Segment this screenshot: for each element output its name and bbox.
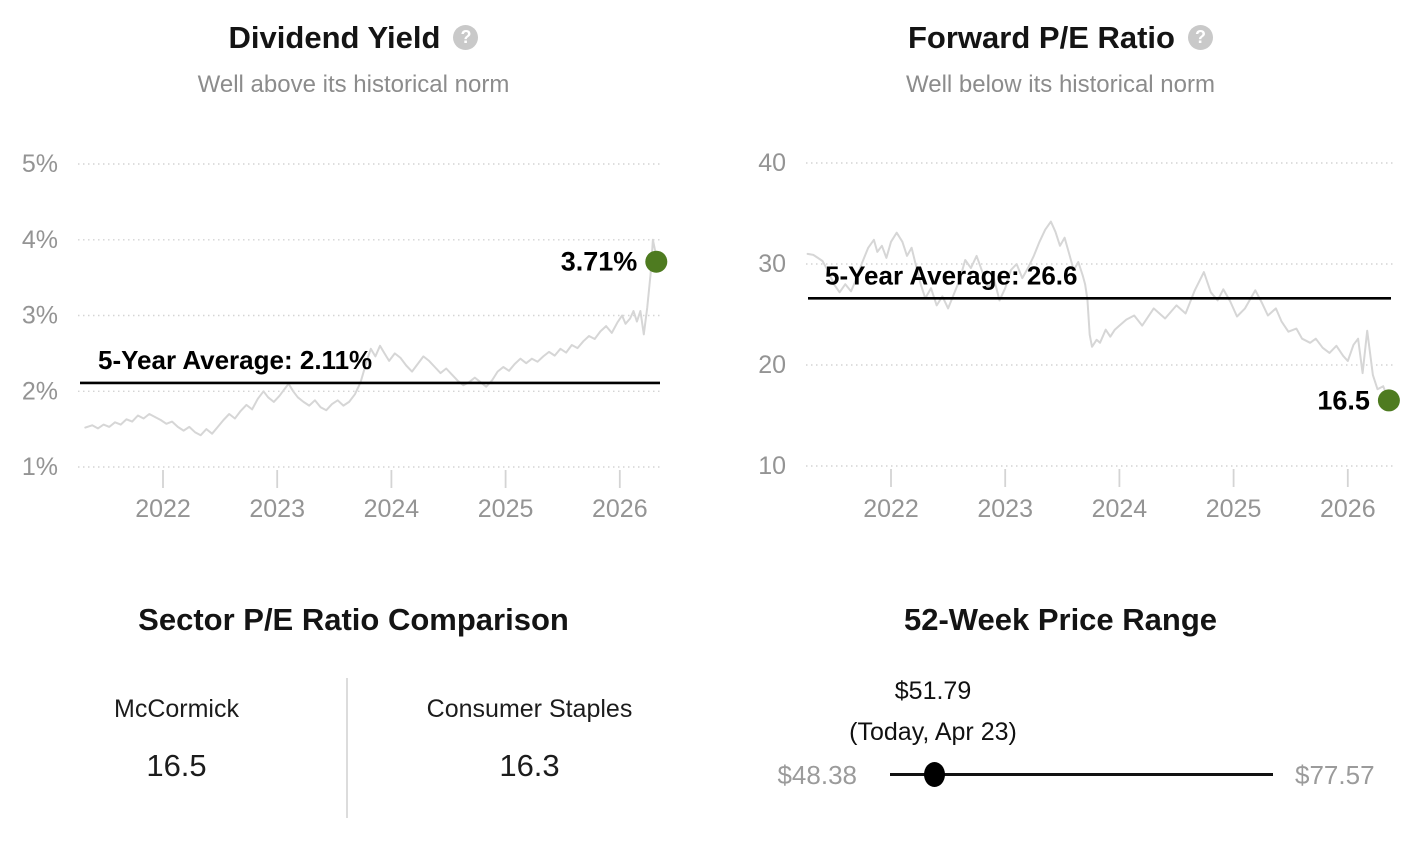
- forward-pe-chart: 40 30 20 10 2022 2023 2024 2025 2026 5-Year Avera…: [758, 149, 1400, 523]
- dividend-yield-title: Dividend Yield: [228, 20, 441, 55]
- sector-comparison: McCormick 16.5 Consumer Staples 16.3: [0, 694, 707, 784]
- dividend-yield-panel: Dividend Yield ? Well above its historic…: [0, 0, 707, 560]
- x-axis-label: 2026: [592, 495, 648, 523]
- current-value-dot: [645, 250, 668, 273]
- panel-header: Forward P/E Ratio ? Well below its histo…: [707, 0, 1414, 98]
- current-price-block: $51.79 (Today, Apr 23): [707, 676, 1159, 747]
- current-price-note: (Today, Apr 23): [849, 718, 1017, 746]
- price-range-track: [890, 773, 1273, 776]
- help-icon[interactable]: ?: [453, 25, 479, 51]
- price-range-low-label: $48.38: [777, 760, 857, 790]
- vertical-divider: [346, 678, 348, 818]
- y-axis-label: 2%: [22, 377, 58, 405]
- company-name: McCormick: [114, 694, 239, 723]
- dividend-yield-line: [84, 238, 658, 437]
- dividend-yield-chart: 5% 4% 3% 2% 1% 2022 2023 2024 2025 2026 5-Year Ave…: [22, 150, 668, 523]
- forward-pe-subtitle: Well below its historical norm: [906, 70, 1215, 98]
- y-axis-label: 5%: [22, 150, 58, 178]
- panel-header: Sector P/E Ratio Comparison: [0, 560, 707, 638]
- page-title: Forward P/E Ratio ?: [707, 20, 1414, 56]
- company-pe-value: 16.5: [146, 748, 207, 784]
- y-axis-label: 10: [758, 452, 786, 480]
- x-axis-label: 2024: [1092, 495, 1148, 523]
- help-icon[interactable]: ?: [1187, 25, 1213, 51]
- average-label: 5-Year Average: 2.11%: [98, 345, 372, 375]
- company-column: McCormick 16.5: [0, 694, 353, 784]
- forward-pe-panel: Forward P/E Ratio ? Well below its histo…: [707, 0, 1414, 560]
- x-axis-label: 2024: [364, 495, 420, 523]
- y-axis-label: 30: [758, 250, 786, 278]
- current-price-label: $51.79: [894, 677, 972, 705]
- x-axis-label: 2025: [478, 495, 534, 523]
- dividend-yield-subtitle: Well above its historical norm: [197, 70, 510, 98]
- y-axis-label: 1%: [22, 453, 58, 481]
- price-range-marker: [924, 762, 946, 787]
- y-axis-label: 4%: [22, 226, 58, 254]
- y-axis-label: 3%: [22, 302, 58, 330]
- sector-name: Consumer Staples: [426, 694, 633, 723]
- price-range-title: 52-Week Price Range: [903, 602, 1218, 637]
- forward-pe-line: [806, 220, 1390, 402]
- sector-pe-title: Sector P/E Ratio Comparison: [138, 602, 569, 637]
- y-axis-label: 20: [758, 351, 786, 379]
- average-label: 5-Year Average: 26.6: [825, 260, 1077, 290]
- forward-pe-title: Forward P/E Ratio: [908, 20, 1175, 55]
- x-axis-label: 2022: [135, 495, 191, 523]
- current-value-label: 3.71%: [561, 247, 638, 277]
- current-value-dot: [1377, 389, 1400, 412]
- x-axis-label: 2022: [863, 495, 919, 523]
- panel-header: 52-Week Price Range: [707, 560, 1414, 638]
- x-axis-label: 2023: [977, 495, 1033, 523]
- panel-header: Dividend Yield ? Well above its historic…: [0, 0, 707, 98]
- x-axis-label: 2023: [249, 495, 305, 523]
- sector-pe-panel: Sector P/E Ratio Comparison McCormick 16…: [0, 560, 707, 846]
- x-axis-label: 2025: [1206, 495, 1262, 523]
- page-title: Dividend Yield ?: [0, 20, 707, 56]
- price-range-high-label: $77.57: [1295, 760, 1375, 790]
- price-range-panel: 52-Week Price Range $51.79 (Today, Apr 2…: [707, 560, 1414, 846]
- sector-pe-value: 16.3: [499, 748, 560, 784]
- sector-column: Consumer Staples 16.3: [353, 694, 706, 784]
- x-axis-label: 2026: [1320, 495, 1376, 523]
- current-value-label: 16.5: [1317, 385, 1370, 415]
- y-axis-label: 40: [758, 149, 786, 177]
